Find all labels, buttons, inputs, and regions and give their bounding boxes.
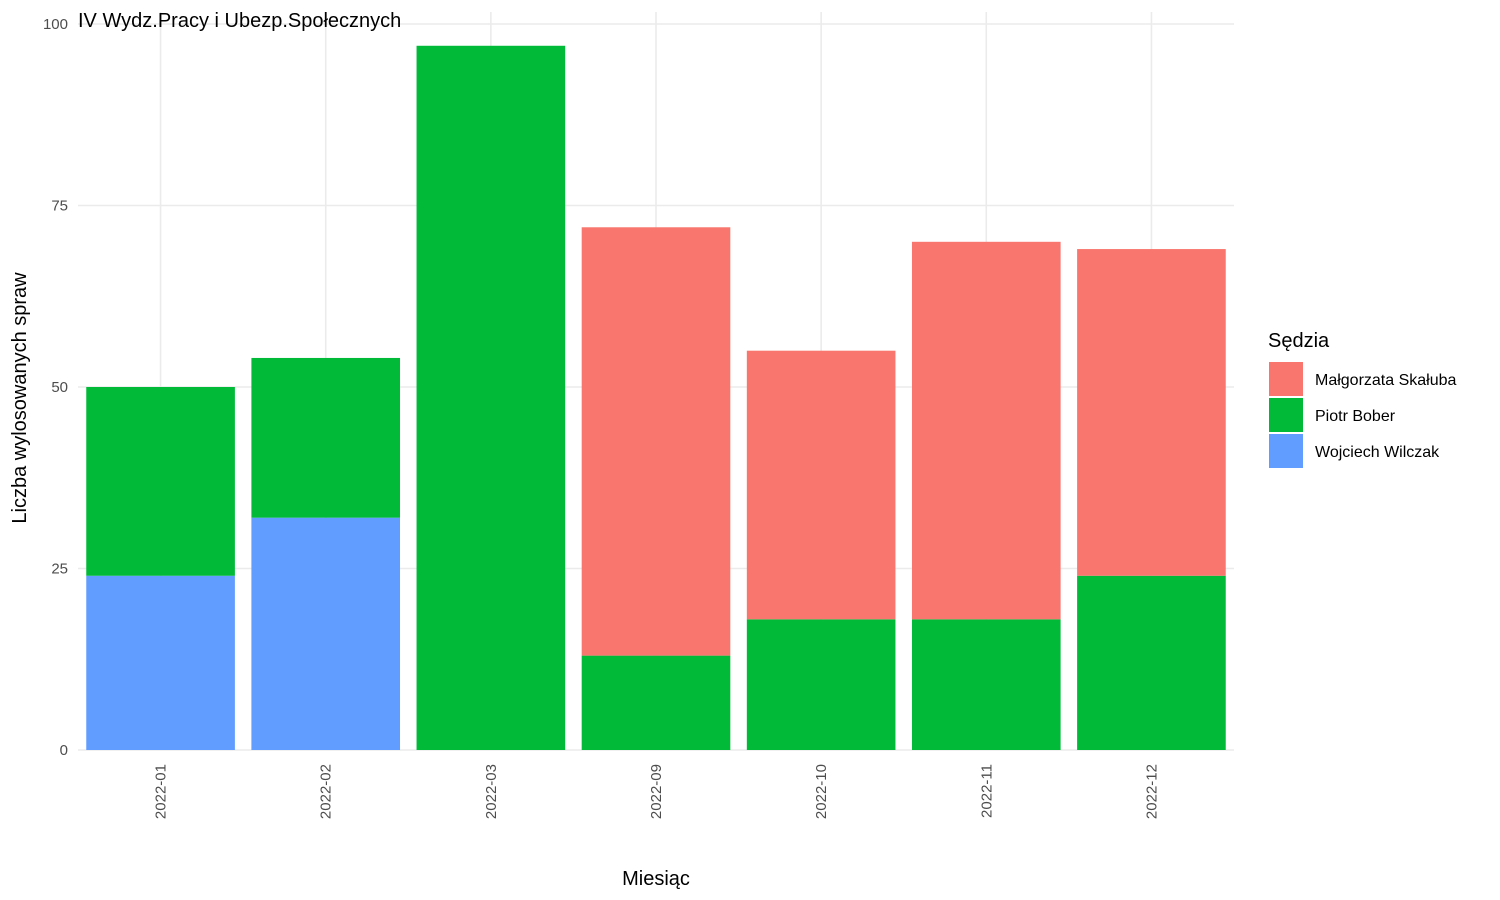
y-axis-ticks: 0 25 50 75 100 bbox=[43, 16, 68, 759]
y-tick-label: 100 bbox=[43, 16, 68, 33]
legend-swatch bbox=[1269, 398, 1303, 432]
chart-title: IV Wydz.Pracy i Ubezp.Społecznych bbox=[78, 10, 401, 32]
x-tick-label: 2022-03 bbox=[483, 764, 500, 819]
bar-segment: 2022-01 — Piotr Bober: 26 bbox=[86, 387, 235, 576]
bar-segment: 2022-11 — Piotr Bober: 18 bbox=[911, 619, 1061, 750]
x-tick-label: 2022-02 bbox=[318, 764, 335, 819]
legend-swatch bbox=[1269, 434, 1303, 468]
bar-segment: 2022-09 — Małgorzata Skałuba: 59 bbox=[581, 227, 731, 656]
bar-segment: 2022-01 — Wojciech Wilczak: 24 bbox=[86, 575, 235, 750]
x-axis-ticks: 2022-01 2022-02 2022-03 2022-09 2022-10 2022-… bbox=[153, 764, 1161, 819]
x-tick-label: 2022-09 bbox=[648, 764, 665, 819]
y-tick-label: 75 bbox=[51, 198, 68, 215]
x-axis-title: Miesiąc bbox=[622, 868, 690, 890]
legend-title: Sędzia bbox=[1268, 330, 1330, 352]
bar-segment: 2022-11 — Małgorzata Skałuba: 52 bbox=[911, 241, 1061, 620]
bar-segment: 2022-12 — Piotr Bober: 24 bbox=[1077, 575, 1226, 750]
y-tick-label: 25 bbox=[51, 561, 68, 578]
y-tick-label: 50 bbox=[51, 379, 68, 396]
bars: 2022-01 — Wojciech Wilczak: 242022-01 — … bbox=[86, 45, 1226, 750]
bar-segment: 2022-09 — Piotr Bober: 13 bbox=[581, 655, 731, 750]
y-tick-label: 0 bbox=[60, 742, 68, 759]
x-tick-label: 2022-01 bbox=[153, 764, 170, 819]
bar-segment: 2022-12 — Małgorzata Skałuba: 45 bbox=[1077, 249, 1226, 576]
legend-label: Małgorzata Skałuba bbox=[1315, 372, 1457, 389]
legend-label: Piotr Bober bbox=[1315, 408, 1396, 425]
legend: Sędzia Małgorzata Skałuba Piotr Bober Wojc… bbox=[1268, 330, 1457, 468]
bar-segment: 2022-02 — Wojciech Wilczak: 32 bbox=[251, 517, 401, 750]
y-axis-title: Liczba wylosowanych spraw bbox=[9, 272, 31, 524]
legend-label: Wojciech Wilczak bbox=[1315, 444, 1440, 461]
bar-segment: 2022-10 — Małgorzata Skałuba: 37 bbox=[746, 350, 896, 620]
bar-segment: 2022-03 — Piotr Bober: 97 bbox=[416, 45, 566, 750]
bar-segment: 2022-10 — Piotr Bober: 18 bbox=[746, 619, 896, 750]
legend-items: Małgorzata Skałuba Piotr Bober Wojciech Wi… bbox=[1269, 362, 1457, 468]
bar-segment: 2022-02 — Piotr Bober: 22 bbox=[251, 357, 401, 518]
x-tick-label: 2022-11 bbox=[978, 764, 995, 818]
x-tick-label: 2022-12 bbox=[1143, 764, 1160, 819]
x-tick-label: 2022-10 bbox=[813, 764, 830, 819]
legend-swatch bbox=[1269, 362, 1303, 396]
